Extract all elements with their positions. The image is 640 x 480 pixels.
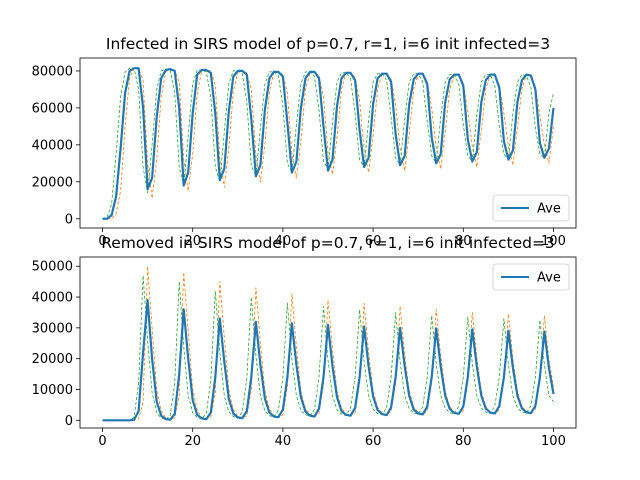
legend: Ave: [492, 194, 570, 222]
y-tick-label: 20000: [32, 352, 73, 367]
legend-label-Ave: Ave: [537, 271, 561, 286]
legend-label-Ave: Ave: [537, 202, 561, 217]
chart-2: Removed in SIRS model of p=0.7, r=1, i=6…: [32, 234, 577, 449]
series-line-run_2: [102, 67, 554, 220]
x-tick-label: 0: [98, 234, 106, 249]
y-tick-label: 0: [65, 212, 73, 227]
series-line-Ave: [102, 299, 555, 422]
x-tick-label: 40: [275, 434, 292, 449]
y-tick-label: 60000: [32, 101, 73, 116]
plot-area: [102, 265, 555, 422]
y-tick-label: 40000: [32, 138, 73, 153]
x-tick-label: 40: [275, 234, 292, 249]
y-tick-label: 80000: [32, 64, 73, 79]
legend-box: [492, 263, 570, 291]
chart-title: Infected in SIRS model of p=0.7, r=1, i=…: [106, 35, 550, 53]
y-tick-label: 50000: [32, 260, 73, 275]
legend-box: [492, 194, 570, 222]
plot-area: [102, 67, 555, 220]
y-tick-label: 20000: [32, 175, 73, 190]
x-tick-label: 80: [455, 234, 472, 249]
axes-frame: [79, 256, 577, 429]
x-tick-label: 0: [98, 434, 106, 449]
y-tick-label: 40000: [32, 291, 73, 306]
y-tick-label: 10000: [32, 383, 73, 398]
series-line-Ave: [102, 67, 555, 220]
series-line-run_2: [102, 265, 554, 421]
x-tick-label: 60: [365, 434, 382, 449]
x-tick-label: 20: [184, 234, 201, 249]
axes-frame: [79, 57, 577, 229]
y-tick-label: 0: [65, 414, 73, 429]
legend: Ave: [492, 263, 570, 291]
chart-1: Infected in SIRS model of p=0.7, r=1, i=…: [32, 35, 577, 249]
x-tick-label: 100: [541, 434, 566, 449]
x-tick-label: 80: [455, 434, 472, 449]
y-tick-label: 30000: [32, 321, 73, 336]
x-tick-label: 20: [184, 434, 201, 449]
series-line-run_1: [102, 275, 554, 421]
chart-title: Removed in SIRS model of p=0.7, r=1, i=6…: [101, 234, 555, 252]
x-tick-label: 60: [365, 234, 382, 249]
x-tick-label: 100: [541, 234, 566, 249]
